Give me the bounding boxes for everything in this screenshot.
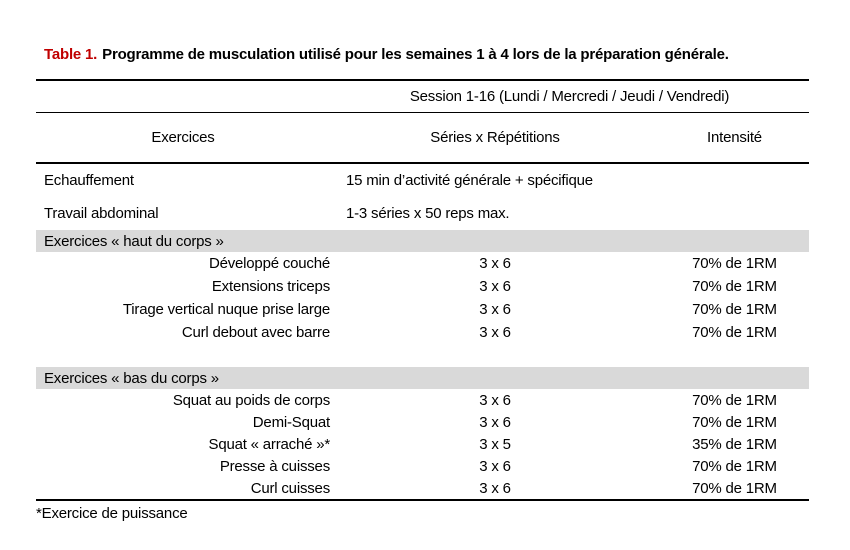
table-caption: Table 1. Programme de musculation utilisé… [44,46,850,67]
sets-reps-value: 3 x 6 [479,457,511,475]
section-gap [36,344,809,367]
exercise-row: Squat au poids de corps 3 x 6 70% de 1RM [36,389,809,411]
sets-reps-value: 3 x 5 [479,435,511,453]
row-value: 15 min d’activité générale + spécifique [346,172,593,189]
exercise-name: Demi-Squat [252,413,330,431]
intensity-value: 70% de 1RM [692,457,777,475]
table-sections: Exercices « haut du corps » Développé cou… [36,230,809,499]
intensity-value: 70% de 1RM [692,324,777,341]
sets-reps-value: 3 x 6 [479,324,511,341]
section-header-band: Exercices « bas du corps » [36,367,809,389]
exercise-row: Développé couché 3 x 6 70% de 1RM [36,252,809,275]
intensity-value: 70% de 1RM [692,391,777,409]
column-header-intensite: Intensité [707,129,762,146]
program-table: Session 1-16 (Lundi / Mercredi / Jeudi /… [36,79,809,501]
sets-reps-value: 3 x 6 [479,278,511,295]
sets-reps-value: 3 x 6 [479,391,511,409]
intensity-value: 70% de 1RM [692,479,777,497]
exercise-name: Tirage vertical nuque prise large [122,301,330,318]
column-header-series-repetitions: Séries x Répétitions [430,129,560,146]
exercise-row: Curl cuisses 3 x 6 70% de 1RM [36,477,809,499]
section-header-band: Exercices « haut du corps » [36,230,809,252]
intensity-value: 35% de 1RM [692,435,777,453]
intensity-value: 70% de 1RM [692,413,777,431]
sets-reps-value: 3 x 6 [479,413,511,431]
sets-reps-value: 3 x 6 [479,479,511,497]
row-label: Travail abdominal [44,205,159,222]
exercise-row: Tirage vertical nuque prise large 3 x 6 70… [36,298,809,321]
table-row: Echauffement 15 min d’activité générale … [36,164,809,197]
sets-reps-value: 3 x 6 [479,301,511,318]
sets-reps-value: 3 x 6 [479,255,511,272]
exercise-name: Curl debout avec barre [181,324,330,341]
exercise-row: Presse à cuisses 3 x 6 70% de 1RM [36,455,809,477]
table-bottom-rule [36,499,809,501]
exercise-name: Presse à cuisses [219,457,330,475]
table-caption-number: Table 1. [44,46,98,63]
exercise-row: Squat « arraché »* 3 x 5 35% de 1RM [36,433,809,455]
exercise-name: Curl cuisses [250,479,330,497]
exercise-name: Développé couché [208,255,330,272]
exercise-row: Demi-Squat 3 x 6 70% de 1RM [36,411,809,433]
table-row: Travail abdominal 1-3 séries x 50 reps m… [36,197,809,230]
intensity-value: 70% de 1RM [692,255,777,272]
intensity-value: 70% de 1RM [692,301,777,318]
exercise-row: Extensions triceps 3 x 6 70% de 1RM [36,275,809,298]
table-top-rule [36,79,809,81]
footnote: *Exercice de puissance [36,505,188,522]
table-caption-text: Programme de musculation utilisé pour le… [102,46,729,63]
section-title: Exercices « haut du corps » [44,232,224,250]
section-title: Exercices « bas du corps » [44,369,219,387]
intensity-value: 70% de 1RM [692,278,777,295]
session-header: Session 1-16 (Lundi / Mercredi / Jeudi /… [409,88,730,105]
header-bottom-rule [36,162,809,164]
row-value: 1-3 séries x 50 reps max. [346,205,510,222]
exercise-name: Squat au poids de corps [172,391,330,409]
header-divider-rule [36,112,809,113]
exercise-row: Curl debout avec barre 3 x 6 70% de 1RM [36,321,809,344]
column-header-exercices: Exercices [151,129,215,146]
exercise-name: Squat « arraché »* [208,435,331,453]
session-header-row: Session 1-16 (Lundi / Mercredi / Jeudi /… [36,81,809,112]
column-header-row: Exercices Séries x Répétitions Intensité [36,113,809,162]
exercise-name: Extensions triceps [211,278,330,295]
row-label: Echauffement [44,172,134,189]
